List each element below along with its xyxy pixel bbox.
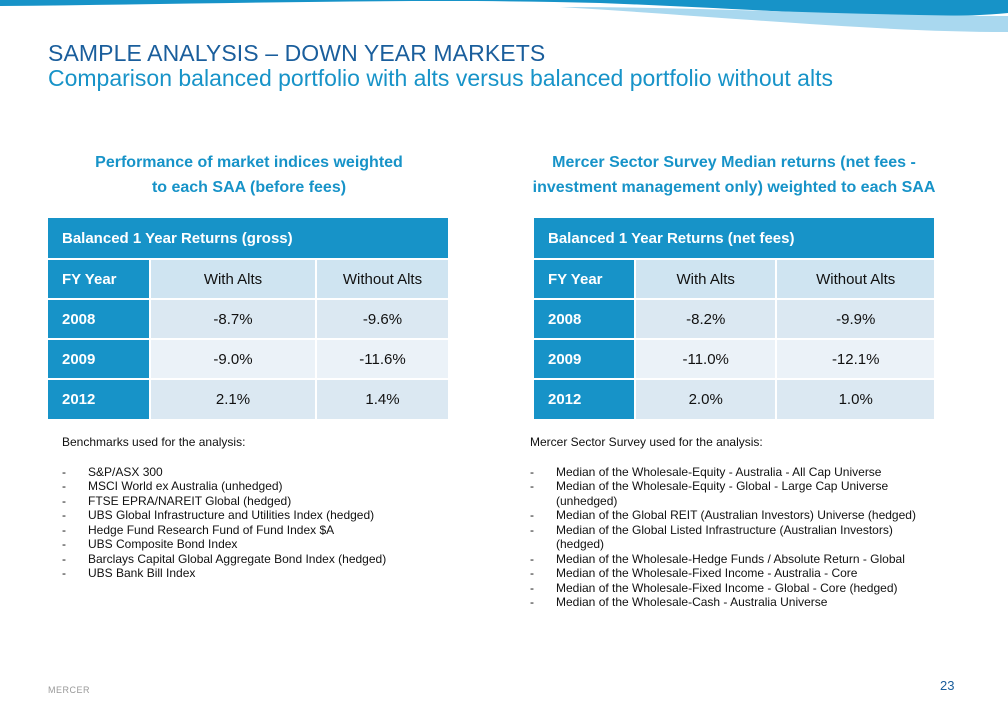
list-item: Median of the Wholesale-Fixed Income - G… xyxy=(530,581,940,596)
page-number: 23 xyxy=(940,678,955,693)
list-item: Median of the Global Listed Infrastructu… xyxy=(530,523,940,552)
table-row: 2008 -8.2% -9.9% xyxy=(534,298,934,339)
notes-intro: Mercer Sector Survey used for the analys… xyxy=(530,435,763,449)
column-header: Without Alts xyxy=(775,258,934,299)
column-header: Without Alts xyxy=(315,258,448,299)
left-heading-line-1: Performance of market indices weighted xyxy=(95,154,403,171)
right-heading-line-2: investment management only) weighted to … xyxy=(532,179,936,196)
list-item: MSCI World ex Australia (unhedged) xyxy=(62,479,462,494)
page-title: SAMPLE ANALYSIS – DOWN YEAR MARKETS xyxy=(48,40,546,66)
list-item: Barclays Capital Global Aggregate Bond I… xyxy=(62,552,462,567)
list-item: FTSE EPRA/NAREIT Global (hedged) xyxy=(62,494,462,509)
column-header: With Alts xyxy=(633,258,777,299)
table-row: 2009 -9.0% -11.6% xyxy=(48,338,448,379)
left-heading-line-2: to each SAA (before fees) xyxy=(151,179,347,196)
table-title-row: Balanced 1 Year Returns (net fees) xyxy=(534,218,934,259)
table-title-row: Balanced 1 Year Returns (gross) xyxy=(48,218,448,259)
list-item: Median of the Wholesale-Hedge Funds / Ab… xyxy=(530,552,940,567)
column-header: FY Year xyxy=(48,258,150,299)
column-header: FY Year xyxy=(534,258,635,299)
table-row: 2009 -11.0% -12.1% xyxy=(534,338,934,379)
right-column-heading: Mercer Sector Survey Median returns (net… xyxy=(504,150,964,200)
right-heading-line-1: Mercer Sector Survey Median returns (net… xyxy=(552,154,916,171)
table-row: 2008 -8.7% -9.6% xyxy=(48,298,448,339)
value-cell: -9.0% xyxy=(149,338,316,379)
year-cell: 2008 xyxy=(48,298,150,339)
table-header-row: FY Year With Alts Without Alts xyxy=(534,258,934,299)
footer-brand: MERCER xyxy=(48,685,91,695)
left-notes: Benchmarks used for the analysis: S&P/AS… xyxy=(62,435,462,581)
year-cell: 2008 xyxy=(534,298,635,339)
list-item: Median of the Global REIT (Australian In… xyxy=(530,508,940,523)
right-notes: Mercer Sector Survey used for the analys… xyxy=(530,435,940,610)
value-cell: -11.6% xyxy=(315,338,448,379)
value-cell: 1.4% xyxy=(315,378,448,419)
title-block: SAMPLE ANALYSIS – DOWN YEAR MARKETS Comp… xyxy=(48,40,978,91)
year-cell: 2009 xyxy=(48,338,150,379)
gross-returns-table: Balanced 1 Year Returns (gross) FY Year … xyxy=(48,218,448,419)
value-cell: 2.1% xyxy=(149,378,316,419)
value-cell: -8.7% xyxy=(149,298,316,339)
decorative-top-band xyxy=(0,0,1008,32)
table-title: Balanced 1 Year Returns (net fees) xyxy=(534,218,934,259)
page-subtitle: Comparison balanced portfolio with alts … xyxy=(48,65,833,91)
net-returns-table: Balanced 1 Year Returns (net fees) FY Ye… xyxy=(534,218,934,419)
value-cell: -11.0% xyxy=(633,338,777,379)
column-header: With Alts xyxy=(149,258,316,299)
list-item: UBS Bank Bill Index xyxy=(62,566,462,581)
table-title: Balanced 1 Year Returns (gross) xyxy=(48,218,448,259)
list-item: Median of the Wholesale-Equity - Austral… xyxy=(530,465,940,480)
value-cell: -12.1% xyxy=(775,338,934,379)
year-cell: 2012 xyxy=(48,378,150,419)
value-cell: -8.2% xyxy=(633,298,777,339)
table-header-row: FY Year With Alts Without Alts xyxy=(48,258,448,299)
value-cell: 2.0% xyxy=(633,378,777,419)
benchmark-list: S&P/ASX 300 MSCI World ex Australia (unh… xyxy=(62,465,462,581)
table-row: 2012 2.1% 1.4% xyxy=(48,378,448,419)
value-cell: -9.9% xyxy=(775,298,934,339)
list-item: S&P/ASX 300 xyxy=(62,465,462,480)
value-cell: 1.0% xyxy=(775,378,934,419)
list-item: Hedge Fund Research Fund of Fund Index $… xyxy=(62,523,462,538)
table-row: 2012 2.0% 1.0% xyxy=(534,378,934,419)
survey-list: Median of the Wholesale-Equity - Austral… xyxy=(530,465,940,610)
notes-intro: Benchmarks used for the analysis: xyxy=(62,435,246,449)
list-item: UBS Global Infrastructure and Utilities … xyxy=(62,508,462,523)
list-item: Median of the Wholesale-Equity - Global … xyxy=(530,479,940,508)
year-cell: 2009 xyxy=(534,338,635,379)
left-column-heading: Performance of market indices weighted t… xyxy=(19,150,479,200)
list-item: Median of the Wholesale-Fixed Income - A… xyxy=(530,566,940,581)
list-item: Median of the Wholesale-Cash - Australia… xyxy=(530,595,940,610)
value-cell: -9.6% xyxy=(315,298,448,339)
year-cell: 2012 xyxy=(534,378,635,419)
list-item: UBS Composite Bond Index xyxy=(62,537,462,552)
